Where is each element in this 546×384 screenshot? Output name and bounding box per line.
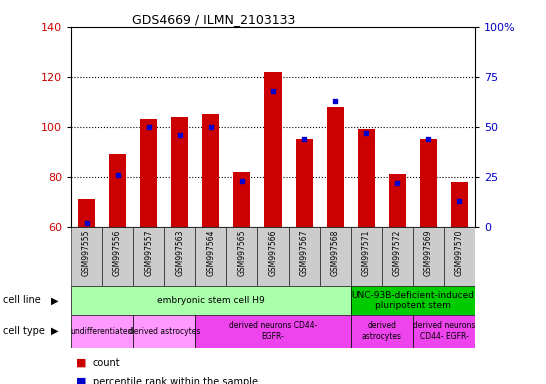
- Point: [113, 172, 122, 178]
- Bar: [102, 227, 133, 286]
- Text: GSM997571: GSM997571: [362, 230, 371, 276]
- Text: GSM997569: GSM997569: [424, 230, 433, 276]
- Bar: [109, 154, 126, 227]
- Bar: [420, 139, 437, 227]
- Text: embryonic stem cell H9: embryonic stem cell H9: [157, 296, 265, 305]
- Bar: [389, 174, 406, 227]
- Bar: [171, 117, 188, 227]
- Text: count: count: [93, 358, 121, 368]
- Text: cell type: cell type: [3, 326, 45, 336]
- Point: [82, 220, 91, 226]
- Bar: [351, 227, 382, 286]
- Point: [393, 180, 402, 186]
- Bar: [140, 119, 157, 227]
- Point: [269, 88, 277, 94]
- Point: [238, 177, 246, 184]
- Bar: [319, 227, 351, 286]
- Text: ■: ■: [76, 358, 87, 368]
- Text: derived neurons CD44-
EGFR-: derived neurons CD44- EGFR-: [229, 321, 317, 341]
- Bar: [164, 227, 195, 286]
- Bar: [288, 227, 319, 286]
- Bar: [351, 315, 413, 348]
- Point: [424, 136, 433, 142]
- Bar: [195, 227, 227, 286]
- Point: [455, 197, 464, 204]
- Text: derived
astrocytes: derived astrocytes: [362, 321, 402, 341]
- Point: [331, 98, 340, 104]
- Bar: [295, 139, 313, 227]
- Text: GSM997564: GSM997564: [206, 230, 215, 276]
- Point: [175, 132, 184, 138]
- Bar: [444, 227, 475, 286]
- Bar: [195, 315, 351, 348]
- Text: percentile rank within the sample: percentile rank within the sample: [93, 377, 258, 384]
- Text: GSM997566: GSM997566: [269, 230, 277, 276]
- Text: GSM997567: GSM997567: [300, 230, 308, 276]
- Text: undifferentiated: undifferentiated: [71, 327, 133, 336]
- Bar: [327, 107, 343, 227]
- Bar: [133, 315, 195, 348]
- Bar: [413, 227, 444, 286]
- Bar: [233, 172, 251, 227]
- Bar: [451, 182, 468, 227]
- Point: [362, 130, 371, 136]
- Text: GSM997557: GSM997557: [144, 230, 153, 276]
- Text: derived astrocytes: derived astrocytes: [128, 327, 200, 336]
- Point: [206, 124, 215, 130]
- Text: UNC-93B-deficient-induced
pluripotent stem: UNC-93B-deficient-induced pluripotent st…: [352, 291, 474, 310]
- Text: GSM997565: GSM997565: [238, 230, 246, 276]
- Bar: [202, 114, 219, 227]
- Text: GSM997556: GSM997556: [113, 230, 122, 276]
- Text: GDS4669 / ILMN_2103133: GDS4669 / ILMN_2103133: [132, 13, 295, 26]
- Bar: [413, 315, 475, 348]
- Text: derived neurons
CD44- EGFR-: derived neurons CD44- EGFR-: [413, 321, 475, 341]
- Bar: [258, 227, 288, 286]
- Text: GSM997570: GSM997570: [455, 230, 464, 276]
- Bar: [358, 129, 375, 227]
- Text: ▶: ▶: [51, 295, 58, 306]
- Bar: [227, 227, 258, 286]
- Bar: [264, 72, 282, 227]
- Text: ▶: ▶: [51, 326, 58, 336]
- Bar: [71, 315, 133, 348]
- Bar: [133, 227, 164, 286]
- Bar: [71, 286, 351, 315]
- Text: cell line: cell line: [3, 295, 40, 306]
- Bar: [78, 199, 95, 227]
- Text: GSM997563: GSM997563: [175, 230, 184, 276]
- Text: GSM997572: GSM997572: [393, 230, 402, 276]
- Text: GSM997555: GSM997555: [82, 230, 91, 276]
- Bar: [382, 227, 413, 286]
- Text: ■: ■: [76, 377, 87, 384]
- Text: GSM997568: GSM997568: [331, 230, 340, 276]
- Bar: [71, 227, 102, 286]
- Bar: [351, 286, 475, 315]
- Point: [300, 136, 308, 142]
- Point: [144, 124, 153, 130]
